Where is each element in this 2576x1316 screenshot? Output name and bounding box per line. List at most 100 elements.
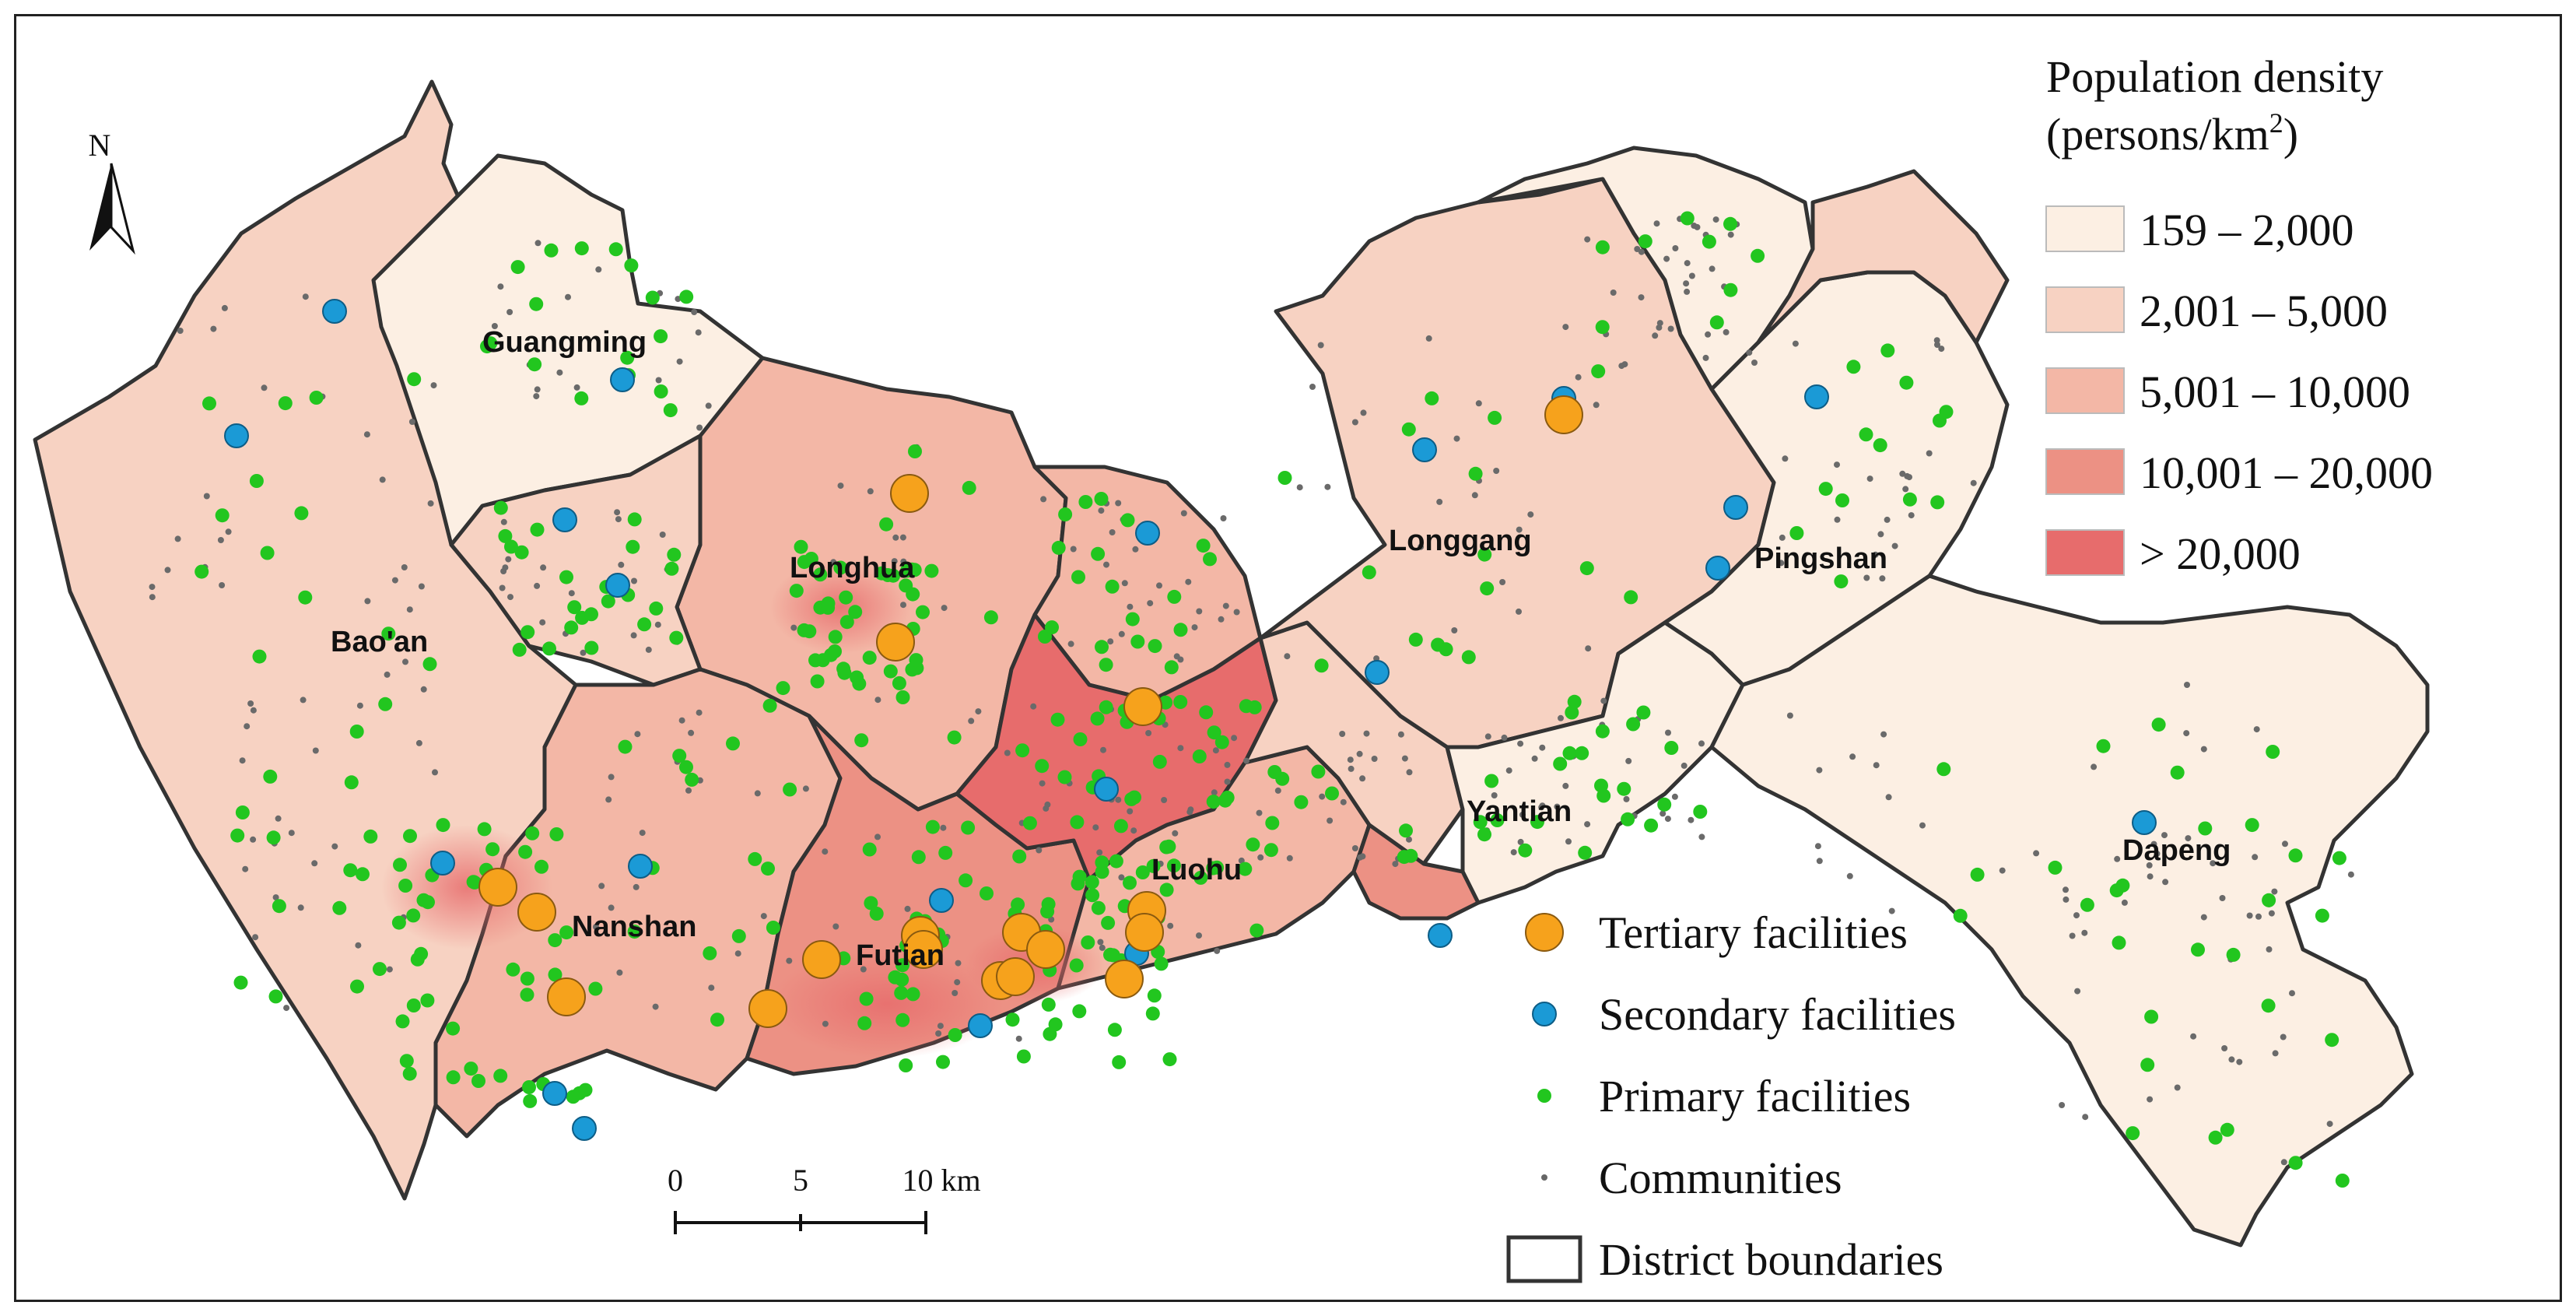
communities-point — [499, 584, 506, 591]
primary-point — [627, 925, 642, 939]
primary-point — [947, 730, 962, 745]
communities-point — [1684, 288, 1691, 295]
primary-point — [1214, 735, 1229, 749]
communities-point — [1145, 730, 1152, 736]
primary-point — [356, 867, 370, 882]
communities-point — [275, 815, 282, 822]
primary-point — [794, 539, 808, 554]
primary-point — [1626, 717, 1641, 732]
communities-point — [655, 377, 662, 384]
communities-point — [618, 561, 625, 568]
primary-point — [959, 873, 973, 888]
communities-point — [1527, 511, 1534, 518]
communities-point — [1130, 827, 1137, 834]
communities-point — [1471, 492, 1478, 499]
primary-point — [1005, 1012, 1020, 1027]
communities-point — [1872, 551, 1879, 558]
communities-point — [1873, 762, 1880, 769]
communities-point — [177, 328, 184, 334]
communities-point — [1115, 500, 1122, 507]
communities-point — [297, 904, 304, 911]
communities-point — [1351, 845, 1358, 851]
primary-point — [1902, 492, 1917, 507]
primary-point — [1091, 546, 1106, 561]
communities-point — [533, 393, 540, 400]
primary-point — [542, 641, 556, 656]
tertiary-facility-point — [802, 940, 841, 979]
communities-point — [1484, 733, 1491, 740]
communities-point — [2146, 862, 2153, 869]
primary-point — [808, 653, 822, 668]
communities-point — [1709, 265, 1716, 272]
primary-point — [1123, 876, 1137, 890]
primary-point — [1846, 360, 1861, 374]
communities-point — [1712, 216, 1719, 223]
communities-point — [1118, 874, 1125, 881]
communities-point — [250, 707, 257, 714]
primary-point — [1477, 547, 1492, 562]
communities-point — [1723, 328, 1730, 335]
communities-point — [149, 584, 156, 591]
communities-point — [565, 293, 571, 300]
communities-point — [1397, 731, 1404, 738]
communities-point — [2252, 854, 2259, 861]
primary-point — [493, 1069, 508, 1083]
communities-point — [534, 386, 541, 393]
communities-point — [540, 564, 547, 571]
primary-point — [1247, 700, 1262, 714]
communities-point — [616, 969, 623, 976]
communities-point — [605, 796, 612, 803]
primary-point — [869, 907, 884, 921]
communities-point — [2280, 1159, 2287, 1166]
communities-point — [1834, 516, 1841, 523]
communities-point — [1510, 849, 1517, 856]
primary-point — [813, 567, 828, 582]
communities-point — [573, 384, 580, 391]
primary-point — [1439, 642, 1453, 657]
primary-point — [1930, 495, 1945, 510]
communities-point — [1908, 512, 1915, 519]
tertiary-facility-point — [1105, 960, 1144, 998]
primary-point — [195, 564, 209, 579]
communities-point — [401, 564, 408, 570]
primary-point — [2288, 848, 2303, 863]
communities-point — [1222, 602, 1229, 609]
communities-point — [2114, 855, 2121, 862]
primary-point — [1680, 211, 1695, 226]
legend-symbol-secondary-icon — [1532, 1002, 1557, 1026]
communities-point — [786, 957, 793, 964]
legend-symbol-label-community: Communities — [1599, 1153, 1842, 1203]
communities-point — [2282, 840, 2288, 848]
communities-point — [1212, 747, 1219, 754]
primary-point — [520, 971, 534, 986]
district-label-baoan: Bao'an — [331, 626, 428, 658]
communities-point — [1286, 855, 1293, 862]
primary-point — [1051, 540, 1066, 555]
communities-point — [1970, 479, 1977, 486]
primary-point — [762, 698, 777, 713]
primary-point — [664, 561, 679, 576]
primary-point — [1664, 741, 1679, 755]
communities-point — [1109, 529, 1116, 535]
communities-point — [568, 590, 575, 597]
communities-point — [691, 309, 698, 315]
primary-point — [1152, 754, 1167, 769]
primary-point — [1859, 427, 1873, 442]
primary-point — [862, 651, 877, 665]
scale-tick-5: 5 — [793, 1163, 808, 1198]
primary-point — [520, 988, 534, 1002]
primary-point — [1085, 888, 1100, 903]
primary-point — [679, 760, 693, 774]
primary-point — [407, 372, 422, 387]
communities-point — [2236, 1058, 2243, 1065]
communities-point — [1698, 833, 1705, 840]
communities-point — [415, 739, 422, 746]
primary-point — [1103, 947, 1117, 962]
communities-point — [1096, 849, 1103, 856]
primary-point — [1723, 216, 1737, 231]
primary-point — [1873, 438, 1887, 453]
communities-point — [631, 577, 637, 584]
communities-point — [1186, 809, 1193, 816]
district-label-guangming: Guangming — [482, 326, 647, 359]
primary-point — [797, 623, 811, 637]
